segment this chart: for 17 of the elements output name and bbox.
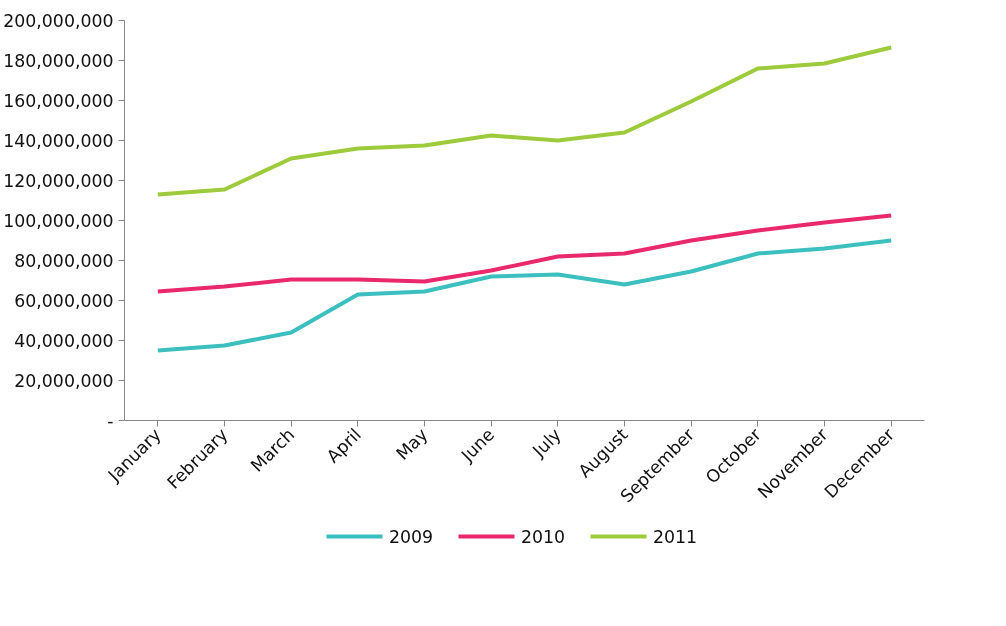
y-tick-label: - bbox=[107, 411, 114, 431]
y-tick-label: 140,000,000 bbox=[3, 131, 114, 151]
line-series bbox=[155, 45, 894, 197]
y-tick-label: 40,000,000 bbox=[14, 331, 114, 351]
y-tick-label: 100,000,000 bbox=[3, 211, 114, 231]
y-tick-label: 60,000,000 bbox=[14, 291, 114, 311]
y-tick-label: 80,000,000 bbox=[14, 251, 114, 271]
legend-label: 2011 bbox=[652, 527, 698, 547]
line-series bbox=[155, 238, 894, 353]
y-tick-label: 120,000,000 bbox=[3, 171, 114, 191]
line-series bbox=[155, 213, 894, 294]
legend-label: 2009 bbox=[388, 527, 434, 547]
y-tick-label: 20,000,000 bbox=[14, 371, 114, 391]
legend-label: 2010 bbox=[520, 527, 566, 547]
y-tick-label: 160,000,000 bbox=[3, 91, 114, 111]
y-tick-label: 180,000,000 bbox=[3, 51, 114, 71]
y-tick-label: 200,000,000 bbox=[3, 11, 114, 31]
